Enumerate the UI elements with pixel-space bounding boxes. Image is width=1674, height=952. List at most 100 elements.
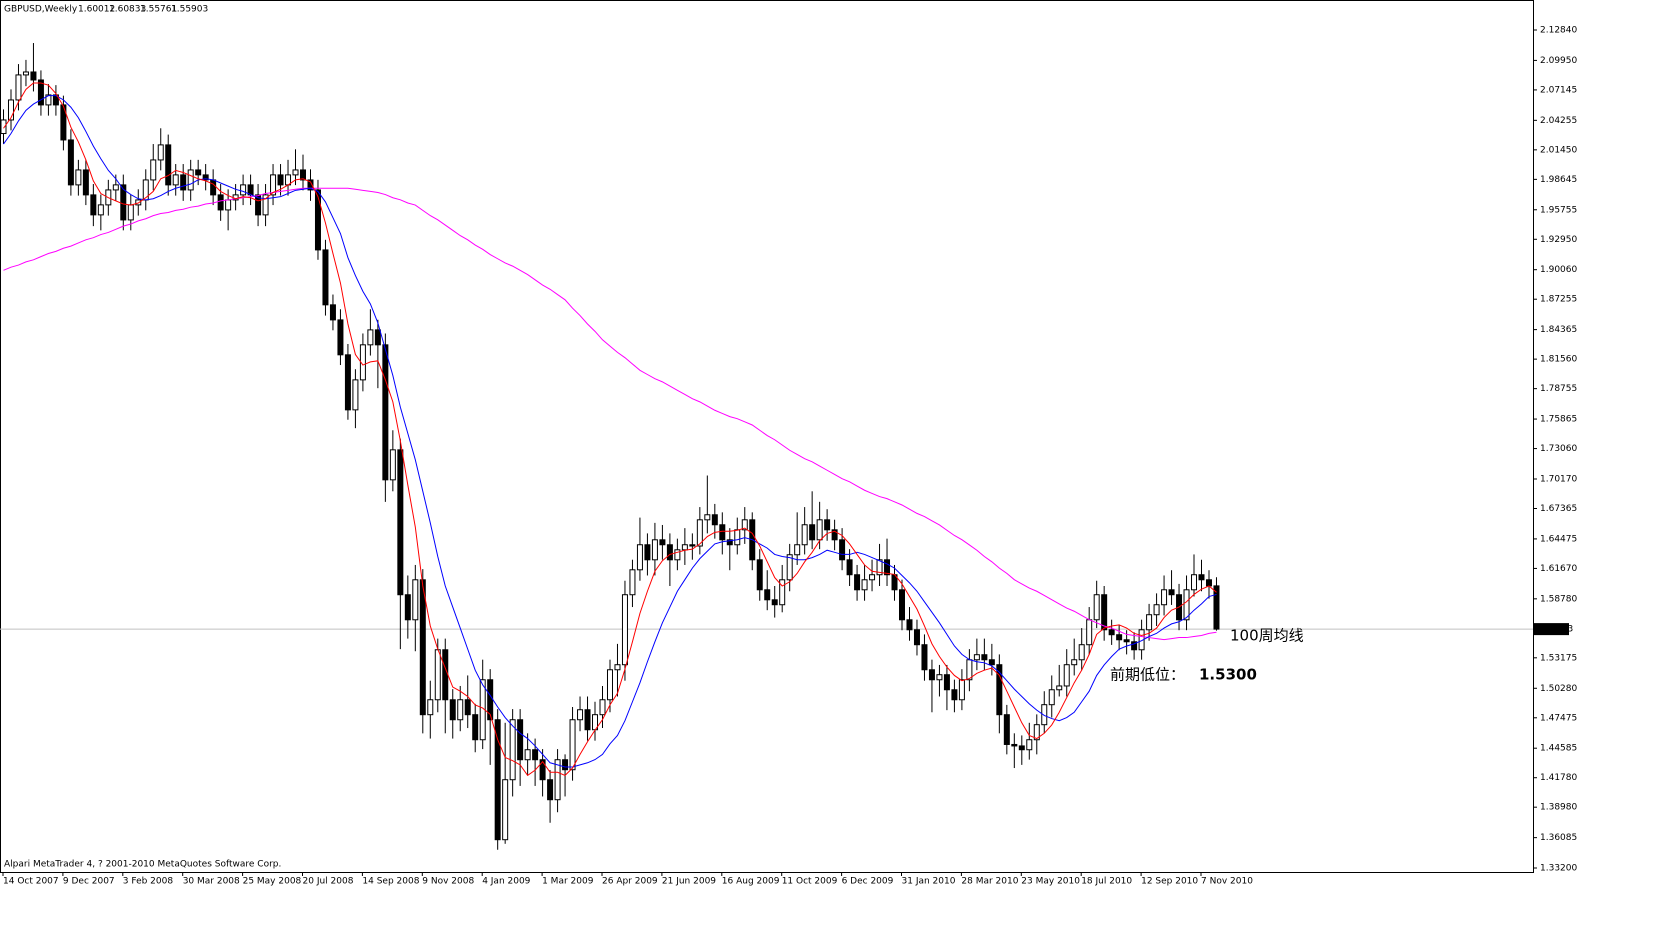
y-tick-label: 2.07145: [1540, 85, 1577, 95]
y-tick-label: 1.90060: [1540, 265, 1577, 275]
candle-body: [906, 619, 913, 631]
candle-body: [801, 524, 808, 546]
candle-body: [1026, 739, 1033, 751]
candle-body: [67, 139, 74, 186]
candle-body: [277, 174, 284, 186]
x-tick-label: 20 Jul 2008: [303, 877, 354, 887]
candle-body: [97, 204, 104, 216]
y-tick-label: 1.47475: [1540, 713, 1577, 723]
y-tick-label: 1.81560: [1540, 355, 1577, 365]
y-tick-label: 1.84365: [1540, 325, 1577, 335]
candle-body: [816, 519, 823, 541]
candle-body: [1048, 689, 1055, 706]
candle-body: [449, 699, 456, 721]
x-tick-label: 25 May 2008: [243, 877, 302, 887]
candle-body: [928, 669, 935, 681]
candle-body: [90, 194, 97, 216]
candle-body: [382, 344, 389, 481]
y-tick-label: 1.58780: [1540, 594, 1577, 604]
candle-body: [412, 579, 419, 621]
candle-body: [786, 554, 793, 581]
candle-body: [1161, 589, 1168, 606]
candle-body: [629, 569, 636, 596]
candle-body: [577, 709, 584, 721]
candle-body: [861, 579, 868, 591]
candle-body: [1205, 579, 1212, 587]
y-tick-label: 1.61670: [1540, 564, 1577, 574]
candle-body: [442, 649, 449, 701]
candle-body: [502, 779, 509, 841]
candle-body: [464, 699, 471, 716]
candle-body: [988, 659, 995, 666]
candle-body: [1146, 614, 1153, 631]
candle-body: [741, 519, 748, 531]
candle-body: [187, 169, 194, 191]
candle-body: [1033, 724, 1040, 741]
candle-body: [1101, 594, 1108, 631]
x-tick-label: 28 Mar 2010: [961, 877, 1018, 887]
y-tick-label: 2.01450: [1540, 145, 1577, 155]
candle-body: [876, 559, 883, 576]
candle-body: [307, 179, 314, 191]
candle-body: [314, 189, 321, 251]
candle-body: [1183, 589, 1190, 621]
candle-body: [427, 699, 434, 716]
x-tick-label: 6 Dec 2009: [842, 877, 894, 887]
candle-body: [15, 74, 22, 101]
candle-body: [884, 559, 891, 576]
candle-body: [532, 749, 539, 761]
y-tick-label: 1.95755: [1540, 205, 1577, 215]
x-tick-label: 31 Jan 2010: [902, 877, 956, 887]
candle-body: [344, 354, 351, 411]
y-tick-label: 2.12840: [1540, 25, 1577, 35]
y-tick-label: 1.70170: [1540, 474, 1577, 484]
y-tick-label: 1.44585: [1540, 744, 1577, 754]
candle-body: [562, 759, 569, 771]
candle-body: [547, 779, 554, 801]
candle-body: [112, 184, 119, 191]
y-tick-label: 1.73060: [1540, 444, 1577, 454]
candle-body: [951, 689, 958, 701]
y-tick-label: 1.92950: [1540, 235, 1577, 245]
candle-body: [644, 544, 651, 561]
y-tick-label: 1.98645: [1540, 175, 1577, 185]
candle-body: [457, 699, 464, 721]
candle-body: [943, 674, 950, 691]
moving-average: [3, 82, 1217, 777]
candle-body: [337, 319, 344, 356]
candle-body: [1063, 664, 1070, 687]
x-tick-label: 9 Nov 2008: [422, 877, 474, 887]
candle-body: [142, 179, 149, 201]
candle-body: [734, 529, 741, 546]
candle-body: [666, 544, 673, 561]
candle-body: [157, 144, 164, 161]
candle-body: [1086, 619, 1093, 646]
candle-body: [1011, 743, 1018, 747]
candle-body: [846, 559, 853, 576]
candle-body: [981, 654, 988, 661]
candle-body: [681, 544, 688, 551]
x-tick-label: 4 Jan 2009: [482, 877, 530, 887]
x-tick-label: 11 Oct 2009: [782, 877, 838, 887]
price-tag-label: 1.55903: [1536, 625, 1573, 635]
candle-body: [1056, 685, 1063, 691]
candle-body: [494, 719, 501, 841]
candle-body: [651, 539, 658, 561]
candle-body: [165, 144, 172, 186]
candle-body: [1041, 704, 1048, 726]
candle-body: [809, 524, 816, 541]
candle-body: [704, 514, 711, 521]
candle-body: [621, 594, 628, 666]
candle-body: [404, 594, 411, 621]
candle-body: [389, 449, 396, 481]
candle-body: [779, 579, 786, 606]
x-tick-label: 7 Nov 2010: [1201, 877, 1253, 887]
candle-body: [180, 174, 187, 191]
x-tick-label: 3 Feb 2008: [123, 877, 174, 887]
candle-body: [719, 524, 726, 541]
candle-body: [1191, 574, 1198, 591]
candle-body: [300, 169, 306, 181]
y-tick-label: 1.78755: [1540, 384, 1577, 394]
candle-body: [322, 249, 329, 306]
candle-body: [839, 539, 846, 561]
